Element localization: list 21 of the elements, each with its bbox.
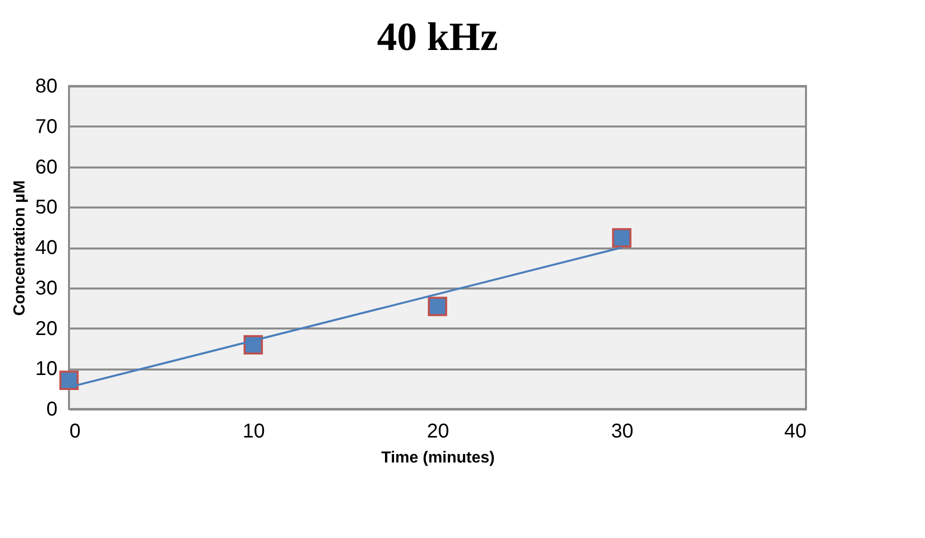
- chart-title: 40 kHz: [376, 14, 498, 59]
- y-tick-label: 50: [35, 196, 58, 219]
- y-tick-label: 10: [35, 358, 58, 380]
- x-tick-label: 0: [70, 420, 81, 442]
- x-axis-title: Time (minutes): [381, 450, 495, 466]
- x-tick-label: 30: [611, 420, 634, 442]
- y-tick-label: 30: [35, 277, 58, 300]
- point: [612, 228, 632, 248]
- x-tick-label: 20: [426, 420, 450, 442]
- point: [428, 296, 448, 316]
- x-tick-label: 40: [784, 420, 806, 442]
- x-tick-label: 10: [242, 420, 265, 442]
- y-tick-label: 0: [46, 398, 58, 420]
- y-tick-label: 70: [35, 116, 58, 138]
- y-tick-label: 20: [35, 318, 58, 340]
- y-tick-label: 80: [35, 76, 58, 98]
- y-tick-label: 60: [35, 156, 58, 178]
- y-tick-label: 40: [35, 237, 58, 259]
- y-axis-title: Concentration µM: [11, 180, 28, 316]
- point: [244, 335, 263, 354]
- point: [59, 370, 79, 390]
